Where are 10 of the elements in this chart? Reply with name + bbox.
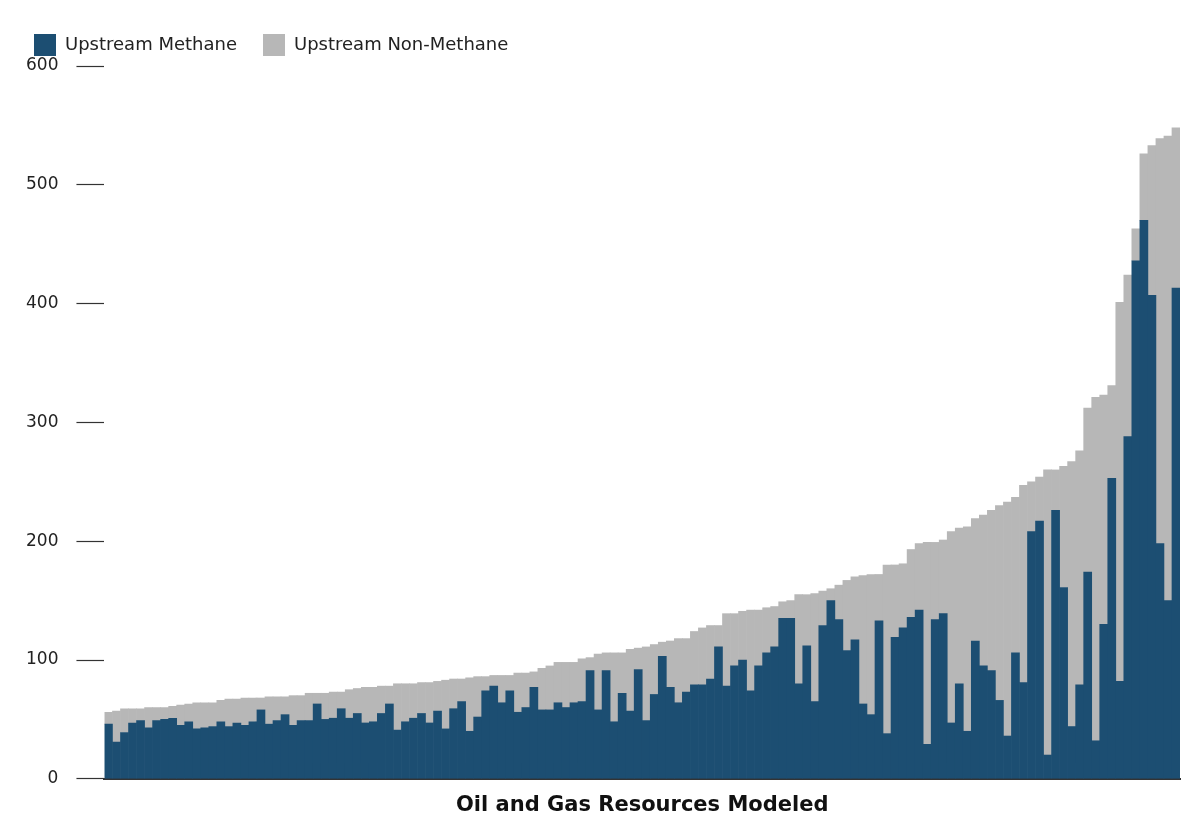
y-tick-label: 200 [25, 529, 59, 550]
legend-label: Upstream Methane [65, 32, 237, 54]
y-tick-label: 300 [25, 410, 59, 431]
y-tick-label: 0 [47, 767, 59, 788]
y-tick-label: 500 [25, 173, 59, 194]
y-tick-label: 100 [25, 648, 59, 669]
legend-label: Upstream Non-Methane [293, 32, 509, 54]
y-tick-label: 600 [25, 54, 59, 75]
x-axis-title: Oil and Gas Resources Modeled [455, 791, 829, 816]
y-tick-label: 400 [25, 292, 59, 313]
